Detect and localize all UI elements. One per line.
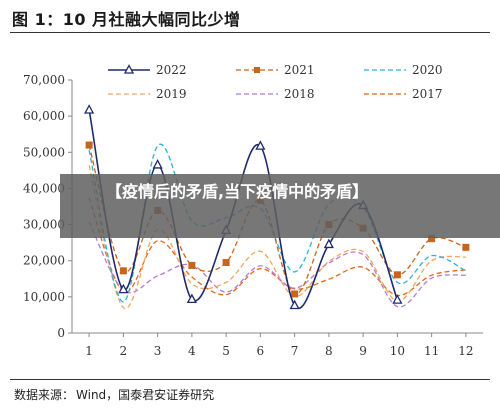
data-point-2022 bbox=[255, 140, 266, 150]
legend-marker-2022 bbox=[123, 64, 135, 74]
legend-label-2022: 2022 bbox=[156, 63, 187, 77]
x-tick-label: 7 bbox=[291, 344, 299, 358]
y-tick-label: 50,000 bbox=[23, 145, 65, 159]
headline-overlay bbox=[60, 174, 500, 238]
y-tick-label: 20,000 bbox=[23, 254, 65, 268]
data-point-2021 bbox=[393, 271, 401, 279]
data-point-2022 bbox=[392, 294, 403, 304]
legend-label-2017: 2017 bbox=[412, 87, 443, 101]
legend-label-2020: 2020 bbox=[412, 63, 443, 77]
figure-title: 图 1：10 月社融大幅同比少增 bbox=[12, 10, 241, 29]
legend-label-2018: 2018 bbox=[284, 87, 315, 101]
data-point-2022 bbox=[118, 283, 129, 294]
y-tick-label: 30,000 bbox=[23, 218, 65, 232]
x-tick-label: 6 bbox=[257, 344, 265, 358]
source-label: 数据来源： bbox=[14, 388, 75, 402]
chart-legend: 2022 2021 2020 2019 2018 2017 bbox=[108, 63, 443, 101]
legend-label-2019: 2019 bbox=[156, 87, 187, 101]
data-point-2021 bbox=[119, 267, 127, 275]
data-point-2021 bbox=[188, 261, 196, 269]
y-tick-label: 0 bbox=[57, 326, 65, 340]
data-point-2021 bbox=[222, 259, 230, 267]
x-tick-label: 10 bbox=[390, 344, 405, 358]
x-tick-label: 12 bbox=[458, 344, 473, 358]
top-rule bbox=[10, 32, 490, 33]
source-note: 数据来源： Wind，国泰君安证券研究 bbox=[14, 386, 214, 403]
x-tick-label: 8 bbox=[325, 344, 333, 358]
data-point-2022 bbox=[84, 104, 95, 114]
y-tick-label: 40,000 bbox=[23, 181, 65, 195]
data-point-2021 bbox=[462, 243, 470, 251]
x-tick-label: 4 bbox=[188, 344, 196, 358]
x-tick-label: 1 bbox=[85, 344, 93, 358]
x-tick-label: 11 bbox=[424, 344, 439, 358]
legend-label-2021: 2021 bbox=[284, 63, 315, 77]
data-point-2022 bbox=[152, 159, 163, 169]
headline-text: 【疫情后的矛盾,当下疫情中的矛盾】 bbox=[106, 182, 369, 201]
legend-marker-2021 bbox=[254, 67, 260, 73]
x-tick-label: 2 bbox=[120, 344, 128, 358]
source-text: Wind，国泰君安证券研究 bbox=[76, 388, 215, 402]
data-point-2022 bbox=[323, 238, 334, 249]
chart-axes: 0 10,000 20,000 30,000 40,000 50,000 60,000 70,… bbox=[23, 73, 483, 358]
y-tick-label: 10,000 bbox=[23, 290, 65, 304]
data-point-2021 bbox=[85, 141, 93, 149]
x-tick-label: 9 bbox=[359, 344, 367, 358]
x-tick-label: 5 bbox=[222, 344, 230, 358]
x-tick-label: 3 bbox=[154, 344, 162, 358]
bottom-rule bbox=[10, 379, 490, 380]
y-tick-label: 60,000 bbox=[23, 109, 65, 123]
data-point-2021 bbox=[291, 290, 299, 298]
data-point-2022 bbox=[289, 299, 300, 310]
y-tick-label: 70,000 bbox=[23, 73, 65, 87]
data-point-2022 bbox=[186, 293, 197, 304]
